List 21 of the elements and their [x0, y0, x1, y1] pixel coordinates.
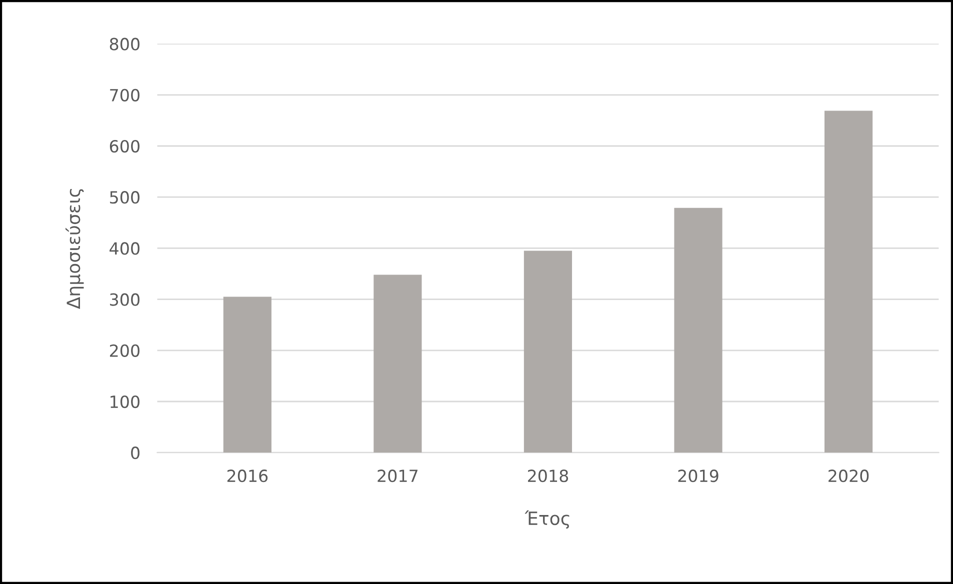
x-axis-title: Έτος	[524, 510, 570, 529]
y-tick-label: 400	[110, 242, 140, 255]
y-axis-title: Δημοσιεύσεις	[66, 188, 84, 310]
y-tick-label: 100	[110, 395, 140, 408]
y-tick-label: 600	[110, 140, 140, 153]
y-tick-label: 500	[110, 191, 140, 204]
y-tick-label: 700	[110, 88, 140, 102]
x-tick-label: 2020	[828, 470, 869, 482]
bar	[524, 250, 572, 453]
y-tick-label: 200	[110, 344, 140, 357]
x-tick-label: 2019	[678, 470, 718, 482]
y-tick-label: 800	[110, 38, 140, 50]
y-tick-label: 300	[110, 293, 140, 306]
x-tick-label: 2018	[528, 470, 568, 482]
bar	[374, 274, 422, 453]
bar	[223, 296, 272, 453]
bar	[674, 208, 722, 453]
x-tick-label: 2017	[378, 470, 418, 482]
bar	[824, 110, 873, 453]
y-tick-label: 0	[131, 446, 140, 460]
x-tick-label: 2016	[227, 470, 268, 482]
